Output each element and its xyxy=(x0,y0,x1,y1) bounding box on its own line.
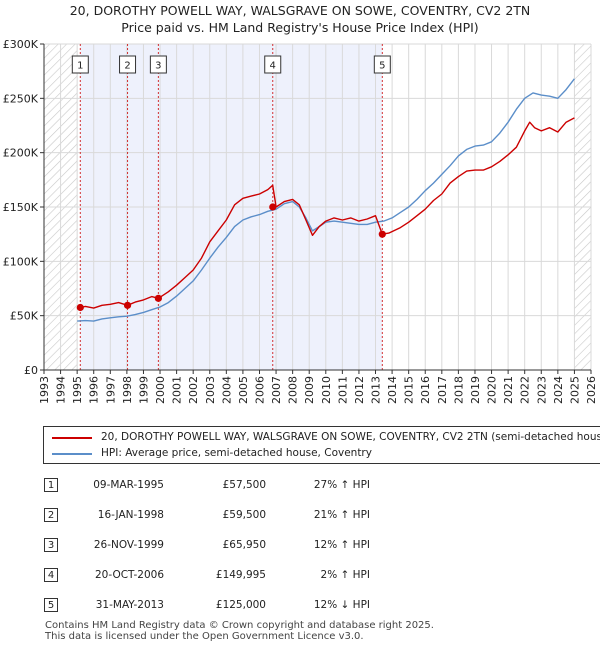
x-tick-label: 2004 xyxy=(220,376,233,404)
x-tick-label: 1995 xyxy=(71,376,84,404)
sale-hpi-diff: 27% ↑ HPI xyxy=(313,479,370,491)
x-tick-label: 1997 xyxy=(104,376,117,404)
sale-marker-box xyxy=(119,55,137,74)
sale-date: 16-JAN-1998 xyxy=(97,509,164,521)
sale-price: £57,500 xyxy=(222,479,266,491)
property-price-line xyxy=(80,117,575,309)
chart-subtitle: Price paid vs. HM Land Registry's House … xyxy=(121,20,479,35)
sale-marker-box xyxy=(149,55,167,74)
sale-marker-box xyxy=(264,55,282,74)
sale-hpi-diff: 21% ↑ HPI xyxy=(313,509,370,521)
sale-row: 1 09-MAR-1995 £57,500 27% ↑ HPI xyxy=(0,475,600,495)
footer: Contains HM Land Registry data © Crown c… xyxy=(45,620,434,642)
sale-hpi-diff: 12% ↓ HPI xyxy=(313,599,370,611)
x-tick-label: 1996 xyxy=(88,376,101,404)
sale-marker-box xyxy=(373,55,391,74)
sale-marker-box xyxy=(71,55,89,74)
x-tick-label: 1994 xyxy=(55,376,68,404)
y-tick-label: £150K xyxy=(3,201,39,214)
x-tick-label: 2001 xyxy=(171,376,184,404)
sale-price: £65,950 xyxy=(222,539,266,551)
x-tick-label: 2022 xyxy=(519,376,532,404)
x-tick-label: 1993 xyxy=(38,376,51,404)
x-tick-label: 2005 xyxy=(237,376,250,404)
sale-number-badge: 2 xyxy=(44,508,58,522)
x-tick-label: 2000 xyxy=(154,376,167,404)
y-tick-label: £50K xyxy=(10,310,39,323)
x-tick-label: 2020 xyxy=(486,376,499,404)
x-tick-label: 2013 xyxy=(370,376,383,404)
sale-number-badge: 5 xyxy=(44,598,58,612)
x-tick-label: 2024 xyxy=(552,376,565,404)
x-tick-label: 2026 xyxy=(585,376,598,404)
sale-date: 09-MAR-1995 xyxy=(93,479,164,491)
sale-number-badge: 1 xyxy=(44,478,58,492)
x-tick-label: 1999 xyxy=(137,376,150,404)
x-tick-label: 2007 xyxy=(270,376,283,404)
chart-title: 20, DOROTHY POWELL WAY, WALSGRAVE ON SOW… xyxy=(69,3,531,18)
sale-price: £125,000 xyxy=(215,599,266,611)
price-chart: 1 2 3 4 5 £0 £50K £100K £150K £200K £250K £300K 199… xyxy=(3,38,598,404)
legend: 20, DOROTHY POWELL WAY, WALSGRAVE ON SOW… xyxy=(43,426,600,464)
x-tick-label: 2023 xyxy=(535,376,548,404)
sale-point xyxy=(378,230,386,238)
sale-date: 20-OCT-2006 xyxy=(95,569,164,581)
x-tick-label: 2014 xyxy=(386,376,399,404)
sale-row: 5 31-MAY-2013 £125,000 12% ↓ HPI xyxy=(0,595,600,615)
x-tick-label: 2008 xyxy=(287,376,300,404)
sale-date: 26-NOV-1999 xyxy=(93,539,164,551)
x-tick-label: 2018 xyxy=(452,376,465,404)
sale-price: £59,500 xyxy=(222,509,266,521)
x-tick-label: 2009 xyxy=(303,376,316,404)
sale-point xyxy=(76,303,84,312)
x-tick-label: 2012 xyxy=(353,376,366,404)
legend-label-property: 20, DOROTHY POWELL WAY, WALSGRAVE ON SOW… xyxy=(101,431,600,443)
x-tick-label: 2019 xyxy=(469,376,482,404)
sale-point xyxy=(269,203,277,211)
x-tick-label: 2006 xyxy=(253,376,266,404)
x-tick-label: 2017 xyxy=(436,376,449,404)
y-tick-label: £100K xyxy=(3,255,39,268)
x-tick-label: 2010 xyxy=(320,376,333,404)
sale-row: 3 26-NOV-1999 £65,950 12% ↑ HPI xyxy=(0,535,600,555)
legend-label-hpi: HPI: Average price, semi-detached house,… xyxy=(101,447,372,459)
x-tick-label: 2011 xyxy=(336,376,349,404)
x-tick-label: 2002 xyxy=(187,376,200,404)
sale-row: 2 16-JAN-1998 £59,500 21% ↑ HPI xyxy=(0,505,600,525)
sale-marker-label: 1 xyxy=(77,61,83,72)
legend-swatch-property xyxy=(52,437,92,439)
sale-marker-label: 3 xyxy=(155,61,161,72)
y-tick-label: £0 xyxy=(24,364,38,377)
y-tick-label: £300K xyxy=(3,38,39,51)
sale-marker-label: 2 xyxy=(124,61,130,72)
sale-date: 31-MAY-2013 xyxy=(95,599,164,611)
sale-hpi-diff: 12% ↑ HPI xyxy=(313,539,370,551)
sale-point xyxy=(154,294,162,302)
y-tick-label: £200K xyxy=(3,147,39,160)
sale-hpi-diff: 2% ↑ HPI xyxy=(320,569,370,581)
footer-license: This data is licensed under the Open Gov… xyxy=(45,631,364,642)
y-tick-label: £250K xyxy=(3,92,39,105)
x-tick-label: 2003 xyxy=(204,376,217,404)
sale-price: £149,995 xyxy=(215,569,266,581)
sale-number-badge: 3 xyxy=(44,538,58,552)
x-tick-label: 1998 xyxy=(121,376,134,404)
x-tick-label: 2025 xyxy=(568,376,581,404)
x-tick-label: 2021 xyxy=(502,376,515,404)
footer-copyright: Contains HM Land Registry data © Crown c… xyxy=(45,620,434,631)
legend-swatch-hpi xyxy=(52,453,92,455)
chart-title-block: 20, DOROTHY POWELL WAY, WALSGRAVE ON SOW… xyxy=(0,2,600,36)
sale-point xyxy=(123,301,132,309)
sale-marker-label: 4 xyxy=(270,61,276,72)
sale-number-badge: 4 xyxy=(44,568,58,582)
sale-row: 4 20-OCT-2006 £149,995 2% ↑ HPI xyxy=(0,565,600,585)
x-tick-label: 2016 xyxy=(419,376,432,404)
sale-marker-label: 5 xyxy=(379,61,385,72)
x-tick-label: 2015 xyxy=(403,376,416,404)
